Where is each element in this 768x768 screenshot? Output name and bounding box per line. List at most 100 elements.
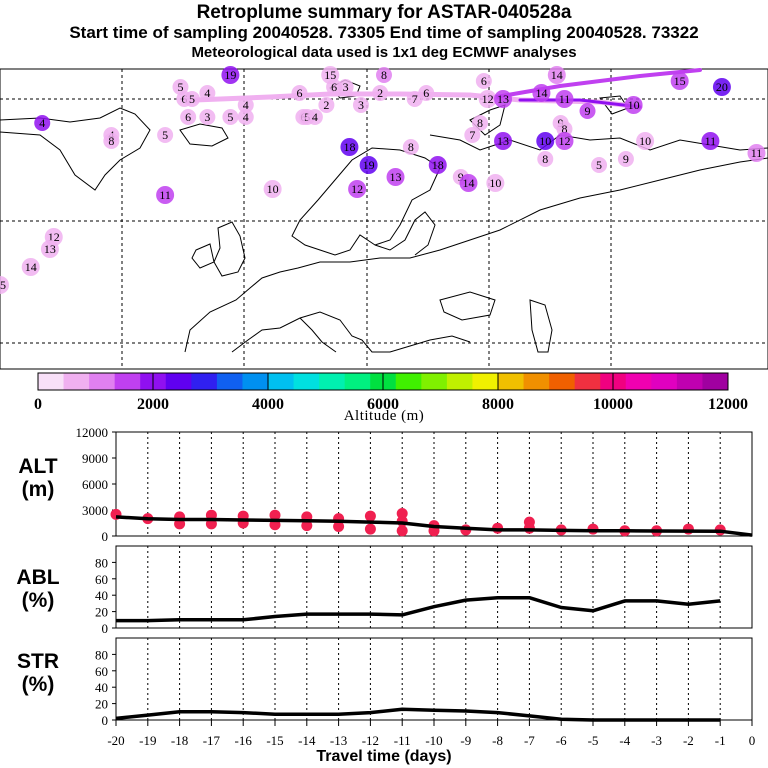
scandinavia-coast bbox=[291, 147, 441, 256]
map-label-7: 6 bbox=[331, 80, 337, 94]
map-label-48: 11 bbox=[751, 146, 763, 160]
map-label-22: 4 bbox=[243, 98, 249, 112]
str-label-line2: (%) bbox=[21, 673, 55, 696]
map-label-24: 2 bbox=[323, 98, 329, 112]
uk-coast bbox=[213, 221, 246, 277]
map-label-50: 8 bbox=[542, 152, 548, 166]
map-marker-56 bbox=[486, 174, 505, 192]
map-marker-8 bbox=[337, 79, 354, 95]
map-label-18: 10 bbox=[628, 98, 640, 112]
map-marker-58 bbox=[348, 180, 367, 198]
map-marker-2 bbox=[376, 67, 392, 83]
colorbar-cell-15 bbox=[421, 373, 448, 390]
map-label-57: 13 bbox=[390, 170, 402, 184]
map-marker-5 bbox=[172, 79, 189, 95]
colorbar-cell-14 bbox=[395, 373, 422, 390]
map-label-0: 19 bbox=[224, 68, 236, 82]
iceland-coast bbox=[179, 123, 229, 147]
map-marker-36 bbox=[472, 115, 488, 131]
map-marker-14 bbox=[478, 90, 497, 108]
map-marker-45 bbox=[402, 139, 419, 155]
map-label-56: 10 bbox=[489, 176, 501, 190]
map-label-17: 11 bbox=[559, 92, 571, 106]
map-marker-48 bbox=[747, 144, 766, 162]
map-label-54: 9 bbox=[458, 170, 464, 184]
met-data-note: Meteorological data used is 1x1 deg ECMW… bbox=[191, 44, 577, 61]
map-marker-3 bbox=[547, 66, 566, 84]
ireland-coast bbox=[191, 243, 215, 269]
map-marker-37 bbox=[579, 103, 596, 119]
abl-label-line2: (%) bbox=[21, 589, 55, 612]
x-axis-title: Travel time (days) bbox=[316, 748, 452, 765]
map-label-10: 6 bbox=[297, 86, 303, 100]
map-labels: 1915814155463662671213141110206544236635… bbox=[0, 66, 766, 294]
map-marker-7 bbox=[326, 79, 343, 95]
map-label-63: 14 bbox=[25, 260, 37, 274]
map-marker-49 bbox=[617, 151, 634, 167]
black-sea-coast bbox=[439, 291, 496, 321]
map-label-9: 6 bbox=[481, 74, 487, 88]
map-label-45: 8 bbox=[408, 140, 414, 154]
map-label-36: 8 bbox=[477, 116, 483, 130]
map-marker-44 bbox=[340, 138, 359, 156]
alt-label-line1: ALT bbox=[18, 455, 58, 478]
map-marker-11 bbox=[372, 85, 389, 101]
map-label-59: 10 bbox=[267, 182, 279, 196]
map-label-31: 4 bbox=[312, 110, 318, 124]
map-marker-24 bbox=[318, 97, 335, 113]
map-marker-25 bbox=[352, 97, 369, 113]
map-label-43: 10 bbox=[539, 134, 551, 148]
alt-label-line2: (m) bbox=[21, 478, 55, 501]
map-marker-29 bbox=[222, 109, 239, 125]
map-label-14: 12 bbox=[482, 92, 494, 106]
map-label-44: 18 bbox=[343, 140, 355, 154]
map-marker-32 bbox=[34, 115, 51, 131]
caspian-coast bbox=[529, 299, 553, 353]
map-marker-23 bbox=[237, 109, 254, 125]
map-marker-40 bbox=[464, 127, 481, 143]
map-label-49: 9 bbox=[623, 152, 629, 166]
map-marker-15 bbox=[494, 90, 513, 108]
map-label-42: 12 bbox=[558, 134, 570, 148]
map-marker-31 bbox=[306, 109, 323, 125]
map-label-35: 8 bbox=[108, 134, 114, 148]
colorbar-cell-23 bbox=[625, 373, 652, 390]
map-label-60: 11 bbox=[159, 188, 171, 202]
map-marker-47 bbox=[636, 132, 655, 150]
map-label-19: 20 bbox=[716, 80, 728, 94]
med-coast bbox=[231, 311, 471, 353]
map-marker-16 bbox=[532, 84, 551, 102]
map-marker-52 bbox=[359, 156, 378, 174]
map-marker-0 bbox=[221, 66, 240, 84]
italy-coast bbox=[299, 317, 337, 353]
map-marker-34 bbox=[157, 127, 174, 143]
map-label-11: 2 bbox=[377, 86, 383, 100]
map-marker-21 bbox=[184, 91, 200, 107]
map-label-23: 4 bbox=[243, 110, 249, 124]
map-label-5: 5 bbox=[177, 80, 183, 94]
colorbar-cell-26 bbox=[702, 373, 729, 390]
map-label-25: 3 bbox=[358, 98, 364, 112]
str-panel-label: STR (%) bbox=[8, 650, 68, 696]
map-label-3: 14 bbox=[551, 68, 563, 82]
map-label-8: 3 bbox=[343, 80, 349, 94]
colorbar-tick-10000: 10000 bbox=[593, 396, 633, 410]
colorbar-tick-6000: 6000 bbox=[367, 396, 399, 410]
map-marker-60 bbox=[156, 186, 175, 204]
map-label-32: 4 bbox=[39, 116, 45, 130]
colorbar-cell-1 bbox=[63, 373, 90, 390]
colorbar-tick-2000: 2000 bbox=[137, 396, 169, 410]
colorbar-cell-0 bbox=[38, 373, 65, 390]
map-label-4: 15 bbox=[674, 74, 686, 88]
colorbar-tick-8000: 8000 bbox=[482, 396, 514, 410]
map-label-41: 13 bbox=[497, 134, 509, 148]
map-marker-10 bbox=[291, 85, 308, 101]
map-marker-18 bbox=[624, 96, 643, 114]
altitude-colorbar: 0 2000 4000 6000 8000 10000 12000 bbox=[34, 372, 748, 410]
map-label-29: 5 bbox=[227, 110, 233, 124]
abl-panel-label: ABL (%) bbox=[8, 566, 68, 612]
map-marker-64 bbox=[0, 276, 9, 294]
map-label-15: 13 bbox=[497, 92, 509, 106]
map-label-6: 4 bbox=[204, 86, 210, 100]
